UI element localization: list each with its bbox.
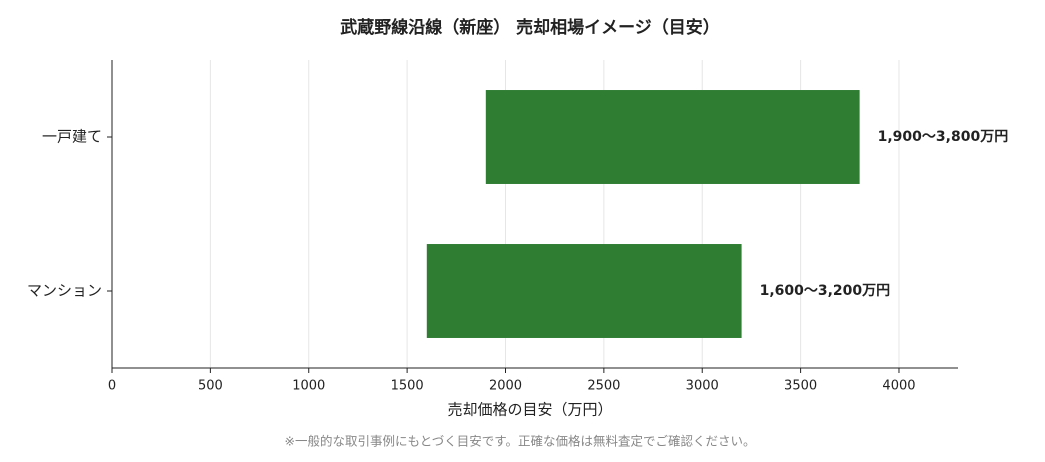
chart-title: 武蔵野線沿線（新座） 売却相場イメージ（目安）: [340, 17, 720, 38]
x-tick-label: 1000: [292, 379, 325, 394]
x-tick-label: 3500: [784, 379, 817, 394]
x-tick-label: 2500: [587, 379, 620, 394]
value-label: 1,600～3,200万円: [760, 283, 891, 299]
x-tick-label: 500: [198, 379, 223, 394]
y-tick-label: 一戸建て: [42, 128, 102, 146]
x-tick-label: 3000: [686, 379, 719, 394]
x-tick-label: 0: [108, 379, 116, 394]
bar: [426, 244, 742, 338]
x-tick-label: 1500: [391, 379, 424, 394]
x-tick-label: 2000: [489, 379, 522, 394]
x-axis-label: 売却価格の目安（万円）: [447, 401, 612, 419]
y-tick-label: マンション: [27, 282, 102, 300]
bar: [485, 90, 860, 184]
value-label: 1,900～3,800万円: [878, 129, 1009, 145]
footnote: ※一般的な取引事例にもとづく目安です。正確な価格は無料査定でご確認ください。: [285, 434, 756, 449]
x-tick-label: 4000: [882, 379, 915, 394]
